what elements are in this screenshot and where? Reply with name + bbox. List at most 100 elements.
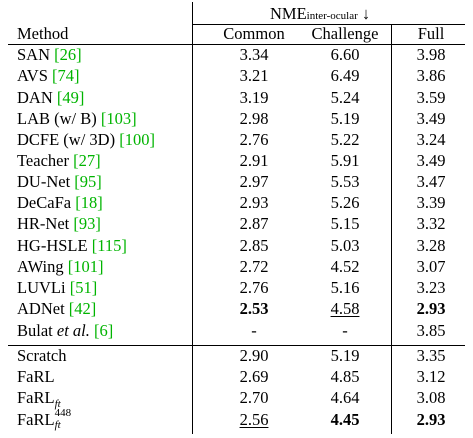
citation[interactable]: [51]	[69, 278, 98, 297]
down-arrow-icon: ↓	[361, 4, 371, 23]
challenge-value: 5.26	[330, 193, 360, 212]
challenge-value: 6.49	[330, 66, 360, 85]
full-value: 3.35	[416, 346, 446, 365]
nme-label: NME	[270, 4, 307, 23]
method-name: SAN	[17, 45, 51, 64]
full-value: 3.12	[416, 367, 446, 386]
full-value: 3.32	[416, 214, 446, 233]
citation[interactable]: [26]	[54, 45, 82, 64]
full-value: 3.39	[416, 193, 446, 212]
method-name: HG-HSLE	[17, 236, 88, 255]
method-name: LUVLi	[17, 278, 66, 297]
challenge-value: 5.91	[330, 151, 360, 170]
citation[interactable]: [18]	[75, 193, 103, 212]
common-value: 3.19	[239, 88, 269, 107]
common-value: 2.85	[239, 236, 269, 255]
common-value: 2.53	[239, 299, 269, 318]
common-value: 2.76	[239, 278, 269, 297]
citation[interactable]: [6]	[94, 321, 114, 340]
challenge-value: 5.15	[330, 214, 360, 233]
method-subscript: ft	[54, 398, 61, 410]
full-value: 3.28	[416, 236, 446, 255]
full-value: 3.49	[416, 151, 446, 170]
full-value: 2.93	[416, 410, 446, 429]
common-value: 2.56	[239, 410, 269, 429]
full-value: 3.08	[416, 388, 446, 407]
citation[interactable]: [101]	[67, 257, 104, 276]
challenge-value: 4.45	[330, 410, 360, 429]
method-name: FaRL	[17, 367, 55, 386]
challenge-value: 4.58	[330, 299, 360, 318]
challenge-header: Challenge	[311, 24, 379, 43]
method-name: Bulat	[17, 321, 53, 340]
citation[interactable]: [42]	[68, 299, 97, 318]
method-header: Method	[17, 24, 69, 43]
full-value: 3.86	[416, 66, 446, 85]
challenge-value: 5.24	[330, 88, 360, 107]
common-value: 2.98	[239, 109, 269, 128]
common-value: 2.90	[239, 346, 269, 365]
header-top-rule	[192, 24, 465, 25]
challenge-value: 4.85	[330, 367, 360, 386]
method-name: ADNet	[17, 299, 65, 318]
challenge-value: -	[342, 321, 348, 340]
method-name: DeCaFa	[17, 193, 72, 212]
method-column-divider	[192, 24, 193, 434]
method-name: DAN	[17, 88, 53, 107]
common-value: 2.70	[239, 388, 269, 407]
full-value: 2.93	[416, 299, 446, 318]
common-value: 2.72	[239, 257, 269, 276]
method-name: DU-Net	[17, 172, 71, 191]
common-value: 2.97	[239, 172, 269, 191]
method-name: FaRL	[17, 410, 55, 429]
method-name: DCFE (w/ 3D)	[17, 130, 116, 149]
full-value: 3.24	[416, 130, 446, 149]
citation[interactable]: [115]	[91, 236, 127, 255]
challenge-value: 4.52	[330, 257, 360, 276]
full-value: 3.23	[416, 278, 446, 297]
method-name: LAB (w/ B)	[17, 109, 97, 128]
challenge-value: 5.03	[330, 236, 360, 255]
full-value: 3.07	[416, 257, 446, 276]
citation[interactable]: [27]	[73, 151, 101, 170]
section-rule	[8, 345, 465, 346]
citation[interactable]: [95]	[74, 172, 102, 191]
common-header: Common	[223, 24, 285, 43]
full-value: 3.49	[416, 109, 446, 128]
common-value: 2.87	[239, 214, 269, 233]
common-value: 2.69	[239, 367, 269, 386]
challenge-value: 5.19	[330, 346, 360, 365]
citation[interactable]: [93]	[73, 214, 101, 233]
citation[interactable]: [100]	[119, 130, 155, 149]
challenge-value: 5.19	[330, 109, 360, 128]
method-name-italic: et al.	[56, 321, 90, 340]
common-value: 2.91	[239, 151, 269, 170]
method-superscript: 448	[54, 407, 72, 419]
challenge-value: 5.16	[330, 278, 360, 297]
common-value: 2.93	[239, 193, 269, 212]
citation[interactable]: [49]	[56, 88, 85, 107]
full-value: 3.47	[416, 172, 446, 191]
full-value: 3.98	[416, 45, 446, 64]
common-value: 2.76	[239, 130, 269, 149]
full-value: 3.85	[416, 321, 446, 340]
common-value: -	[251, 321, 257, 340]
method-subscript: ft	[54, 419, 61, 431]
challenge-value: 4.64	[330, 388, 360, 407]
method-name: AVS	[17, 66, 48, 85]
challenge-value: 6.60	[330, 45, 360, 64]
method-name: Teacher	[17, 151, 69, 170]
challenge-value: 5.22	[330, 130, 360, 149]
header-top-divider	[192, 2, 193, 24]
full-column-divider	[391, 24, 392, 434]
method-name: AWing	[17, 257, 64, 276]
full-value: 3.59	[416, 88, 446, 107]
common-value: 3.21	[239, 66, 269, 85]
method-name: HR-Net	[17, 214, 70, 233]
full-header: Full	[417, 24, 445, 43]
challenge-value: 5.53	[330, 172, 360, 191]
header-rule	[8, 44, 465, 45]
citation[interactable]: [74]	[52, 66, 80, 85]
citation[interactable]: [103]	[100, 109, 137, 128]
